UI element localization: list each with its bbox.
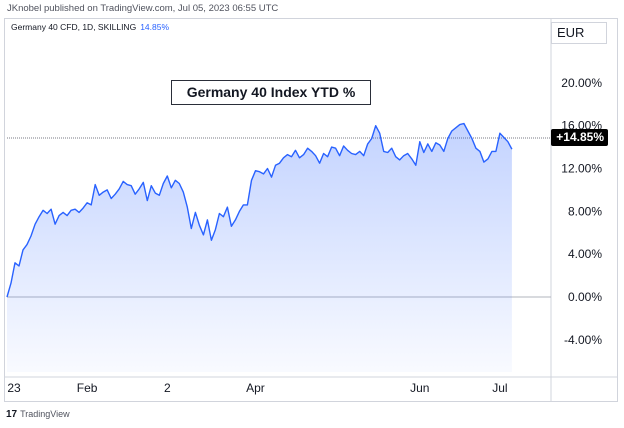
y-tick-label: 12.00%: [561, 162, 602, 176]
symbol-value: 14.85%: [140, 22, 170, 32]
x-tick-label: Jun: [410, 381, 429, 395]
y-tick-label: 0.00%: [568, 290, 602, 304]
series-line: [6, 122, 513, 298]
x-tick-label: 2: [164, 381, 171, 395]
brand-name: TradingView: [20, 409, 70, 419]
x-tick-label: Feb: [77, 381, 98, 395]
symbol-name: Germany 40 CFD, 1D, SKILLING: [11, 22, 137, 32]
symbol-legend: Germany 40 CFD, 1D, SKILLING 14.85%: [11, 22, 169, 32]
last-value-label: +14.85%: [551, 129, 608, 146]
y-tick-label: 8.00%: [568, 204, 602, 218]
y-tick-label: -4.00%: [564, 333, 602, 347]
x-tick-label: Jul: [492, 381, 507, 395]
x-tick-label: Apr: [246, 381, 265, 395]
y-tick-label: 20.00%: [561, 76, 602, 90]
footer-brand: 17 TradingView: [6, 409, 70, 420]
chart-title: Germany 40 Index YTD %: [171, 80, 371, 105]
series-area: [7, 123, 512, 372]
publisher-line: JKnobel published on TradingView.com, Ju…: [7, 3, 279, 14]
y-tick-label: 4.00%: [568, 247, 602, 261]
chart-frame: [4, 18, 618, 402]
tradingview-logo: 17: [6, 409, 18, 420]
x-tick-label: 23: [7, 381, 21, 395]
